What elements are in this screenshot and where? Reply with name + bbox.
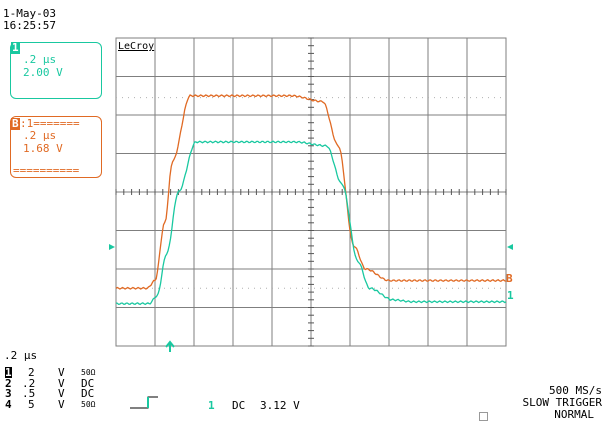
trace-1-waveform xyxy=(115,140,507,306)
channel-volts: .5 xyxy=(22,387,36,400)
channel-unit: V xyxy=(58,397,65,411)
left-level-marker xyxy=(109,244,115,250)
trigger-coupling: DC xyxy=(232,399,246,412)
channel-unit: V xyxy=(58,387,65,400)
trace-b-header-line: :1======= xyxy=(20,117,80,130)
trace-1-timebase: .2 µs xyxy=(23,53,57,66)
trace-1-edge-label: 1 xyxy=(507,289,514,302)
channel-coupling: DC xyxy=(81,376,95,390)
trace-b-volts: 1.68 V xyxy=(23,142,63,155)
trace-b-info-box[interactable]: B :1======= .2 µs 1.68 V ========== xyxy=(10,116,102,178)
channel-volts: 2 xyxy=(28,366,35,379)
acquisition-status: NORMAL xyxy=(554,408,594,421)
channel-number: 1 xyxy=(5,366,12,379)
channel-unit: V xyxy=(58,366,65,379)
waveform-traces xyxy=(115,94,507,306)
lecroy-brand-label: LeCroy xyxy=(118,41,155,52)
trace-b-timebase: .2 µs xyxy=(23,129,57,142)
trace-1-info-box[interactable]: 1 .2 µs 2.00 V xyxy=(10,42,102,99)
trigger-mode: SLOW TRIGGER xyxy=(522,396,602,409)
status-indicator-box xyxy=(479,412,488,421)
channel-number: 2 xyxy=(5,376,12,390)
sample-rate: 500 MS/s xyxy=(549,384,602,397)
channel-coupling: 50Ω xyxy=(81,368,96,377)
channel-volts: .2 xyxy=(22,376,36,390)
right-level-marker xyxy=(507,244,513,250)
trace-b-waveform xyxy=(115,94,507,290)
trace-b-channel-badge: B xyxy=(11,117,20,130)
timebase-label: .2 µs xyxy=(4,349,38,362)
trigger-channel: 1 xyxy=(208,399,215,412)
time-label: 16:25:57 xyxy=(3,19,56,32)
trace-b-footer-line: ========== xyxy=(13,164,80,177)
channel-number: 3 xyxy=(5,387,12,400)
channel-volts: 5 xyxy=(28,397,35,411)
channel-coupling: DC xyxy=(81,387,95,400)
trigger-edge-icon xyxy=(130,396,158,409)
trigger-position-arrow xyxy=(165,340,175,352)
channel-coupling: 50Ω xyxy=(81,399,96,409)
trace-b-edge-label: B xyxy=(506,272,513,285)
date-label: 1-May-03 xyxy=(3,7,56,20)
graticule xyxy=(115,37,507,347)
trace-1-volts: 2.00 V xyxy=(23,66,63,79)
trigger-level: 3.12 V xyxy=(260,399,300,412)
channel-number: 4 xyxy=(5,397,12,411)
channel-unit: V xyxy=(58,376,65,390)
trace-1-channel-badge: 1 xyxy=(11,41,20,54)
